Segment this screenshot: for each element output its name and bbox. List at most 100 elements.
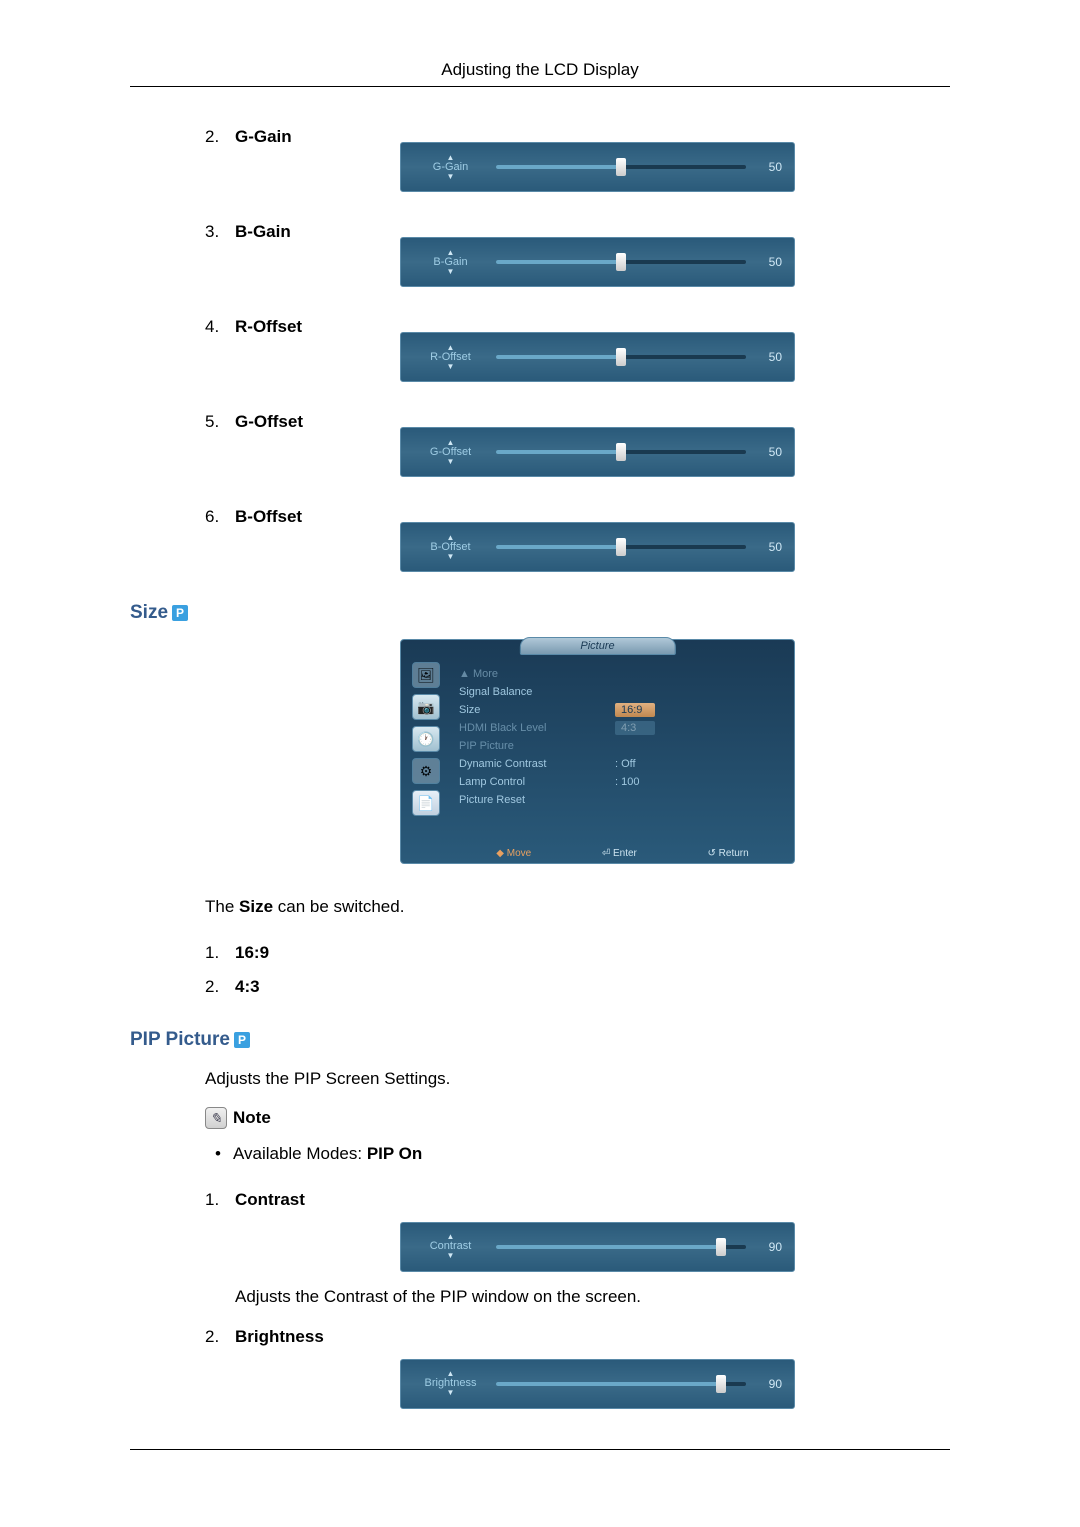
size-options-list: 1. 16:9 2. 4:3	[205, 936, 950, 1004]
item-label: G-Offset	[235, 412, 400, 432]
menu-item-value: : Off	[615, 758, 784, 770]
slider-wrap: ▲ Contrast ▼ 90	[400, 1222, 950, 1272]
item-number: 2.	[130, 127, 235, 147]
note-icon: ✎	[205, 1107, 227, 1129]
menu-footer: ◆ Move ⏎ Enter ↺ Return	[461, 848, 784, 859]
slider-thumb[interactable]	[616, 538, 626, 556]
slider-track[interactable]	[496, 260, 746, 264]
slider-label: G-Offset	[430, 447, 471, 458]
list-item-label: 4:3	[235, 970, 260, 1004]
arrow-down-icon: ▼	[447, 458, 455, 466]
menu-item: Signal Balance	[459, 683, 784, 701]
pip-sub-item: 1. Contrast ▲ Contrast ▼ 90 Adjusts the …	[205, 1190, 950, 1307]
slider-thumb[interactable]	[616, 158, 626, 176]
menu-item: PIP Picture	[459, 737, 784, 755]
slider-track[interactable]	[496, 545, 746, 549]
item-label: Contrast	[235, 1190, 305, 1210]
slider-fill	[496, 260, 621, 264]
slider-value: 90	[754, 1377, 782, 1391]
slider-value: 50	[754, 160, 782, 174]
slider-box: ▲ R-Offset ▼ 50	[400, 332, 795, 382]
slider-box: ▲ B-Gain ▼ 50	[400, 237, 795, 287]
arrow-down-icon: ▼	[447, 363, 455, 371]
slider-box: ▲ B-Offset ▼ 50	[400, 522, 795, 572]
size-desc-bold: Size	[239, 897, 273, 916]
menu-item: Size 16:9	[459, 701, 784, 719]
slider-thumb[interactable]	[616, 348, 626, 366]
slider-col: ▲ G-Offset ▼ 50	[400, 412, 950, 477]
slider-thumb[interactable]	[616, 443, 626, 461]
slider-value: 50	[754, 540, 782, 554]
slider-box: ▲ Contrast ▼ 90	[400, 1222, 795, 1272]
item-label: B-Offset	[235, 507, 400, 527]
note-label: Note	[233, 1108, 271, 1128]
menu-icon-2: 📷	[412, 694, 440, 720]
size-desc-pre: The	[205, 897, 239, 916]
menu-footer-return: ↺ Return	[708, 848, 749, 859]
arrow-down-icon: ▼	[447, 268, 455, 276]
item-label: B-Gain	[235, 222, 400, 242]
menu-item: Picture Reset	[459, 791, 784, 809]
slider-fill	[496, 1382, 721, 1386]
arrow-down-icon: ▼	[447, 553, 455, 561]
menu-item: HDMI Black Level 4:3	[459, 719, 784, 737]
pip-heading-text: PIP Picture	[130, 1029, 230, 1051]
slider-col: ▲ G-Gain ▼ 50	[400, 127, 950, 192]
slider-box: ▲ G-Offset ▼ 50	[400, 427, 795, 477]
list-item: 1. 16:9	[205, 936, 950, 970]
slider-track[interactable]	[496, 355, 746, 359]
setting-row: 6. B-Offset ▲ B-Offset ▼ 50	[130, 507, 950, 572]
pip-sub-item: 2. Brightness ▲ Brightness ▼ 90	[205, 1327, 950, 1409]
menu-icon-3: 🕐	[412, 726, 440, 752]
slider-label: B-Gain	[433, 257, 467, 268]
menu-item-label: HDMI Black Level	[459, 722, 609, 734]
list-item-label: 16:9	[235, 936, 269, 970]
slider-label-area: ▲ B-Offset ▼	[413, 534, 488, 561]
note-row: ✎ Note	[205, 1107, 950, 1129]
pip-heading: PIP Picture P	[130, 1029, 950, 1051]
slider-box: ▲ Brightness ▼ 90	[400, 1359, 795, 1409]
item-desc: Adjusts the Contrast of the PIP window o…	[235, 1287, 950, 1307]
slider-thumb[interactable]	[716, 1375, 726, 1393]
slider-label: B-Offset	[430, 542, 470, 553]
bullet-marker: •	[215, 1139, 221, 1170]
bullet-text: Available Modes: PIP On	[233, 1139, 422, 1170]
menu-item-label: Signal Balance	[459, 686, 609, 698]
setting-row: 3. B-Gain ▲ B-Gain ▼ 50	[130, 222, 950, 287]
setting-row: 4. R-Offset ▲ R-Offset ▼ 50	[130, 317, 950, 382]
slider-box: ▲ G-Gain ▼ 50	[400, 142, 795, 192]
arrow-down-icon: ▼	[447, 1389, 455, 1397]
menu-item: Lamp Control : 100	[459, 773, 784, 791]
slider-track[interactable]	[496, 165, 746, 169]
item-label: G-Gain	[235, 127, 400, 147]
menu-sidebar: 🖼 📷 🕐 ⚙ 📄	[401, 640, 451, 863]
pip-desc: Adjusts the PIP Screen Settings.	[205, 1066, 950, 1092]
slider-col: ▲ R-Offset ▼ 50	[400, 317, 950, 382]
slider-label-area: ▲ Brightness ▼	[413, 1370, 488, 1397]
menu-title: Picture	[519, 637, 675, 655]
slider-label-area: ▲ R-Offset ▼	[413, 344, 488, 371]
item-number: 6.	[130, 507, 235, 527]
slider-col: ▲ B-Offset ▼ 50	[400, 507, 950, 572]
menu-item-value: 4:3	[615, 721, 784, 735]
p-badge-icon: P	[234, 1032, 250, 1048]
item-number: 4.	[130, 317, 235, 337]
slider-col: ▲ B-Gain ▼ 50	[400, 222, 950, 287]
slider-track[interactable]	[496, 1245, 746, 1249]
size-heading-text: Size	[130, 602, 168, 624]
slider-thumb[interactable]	[616, 253, 626, 271]
item-number: 2.	[205, 1327, 235, 1347]
page-title: Adjusting the LCD Display	[130, 60, 950, 87]
size-heading: Size P	[130, 602, 950, 624]
bottom-rule	[130, 1449, 950, 1450]
slider-fill	[496, 545, 621, 549]
p-badge-icon: P	[172, 605, 188, 621]
slider-value: 50	[754, 350, 782, 364]
slider-track[interactable]	[496, 450, 746, 454]
slider-value: 50	[754, 255, 782, 269]
slider-track[interactable]	[496, 1382, 746, 1386]
slider-label-area: ▲ Contrast ▼	[413, 1233, 488, 1260]
slider-thumb[interactable]	[716, 1238, 726, 1256]
slider-value: 50	[754, 445, 782, 459]
menu-icon-1: 🖼	[412, 662, 440, 688]
